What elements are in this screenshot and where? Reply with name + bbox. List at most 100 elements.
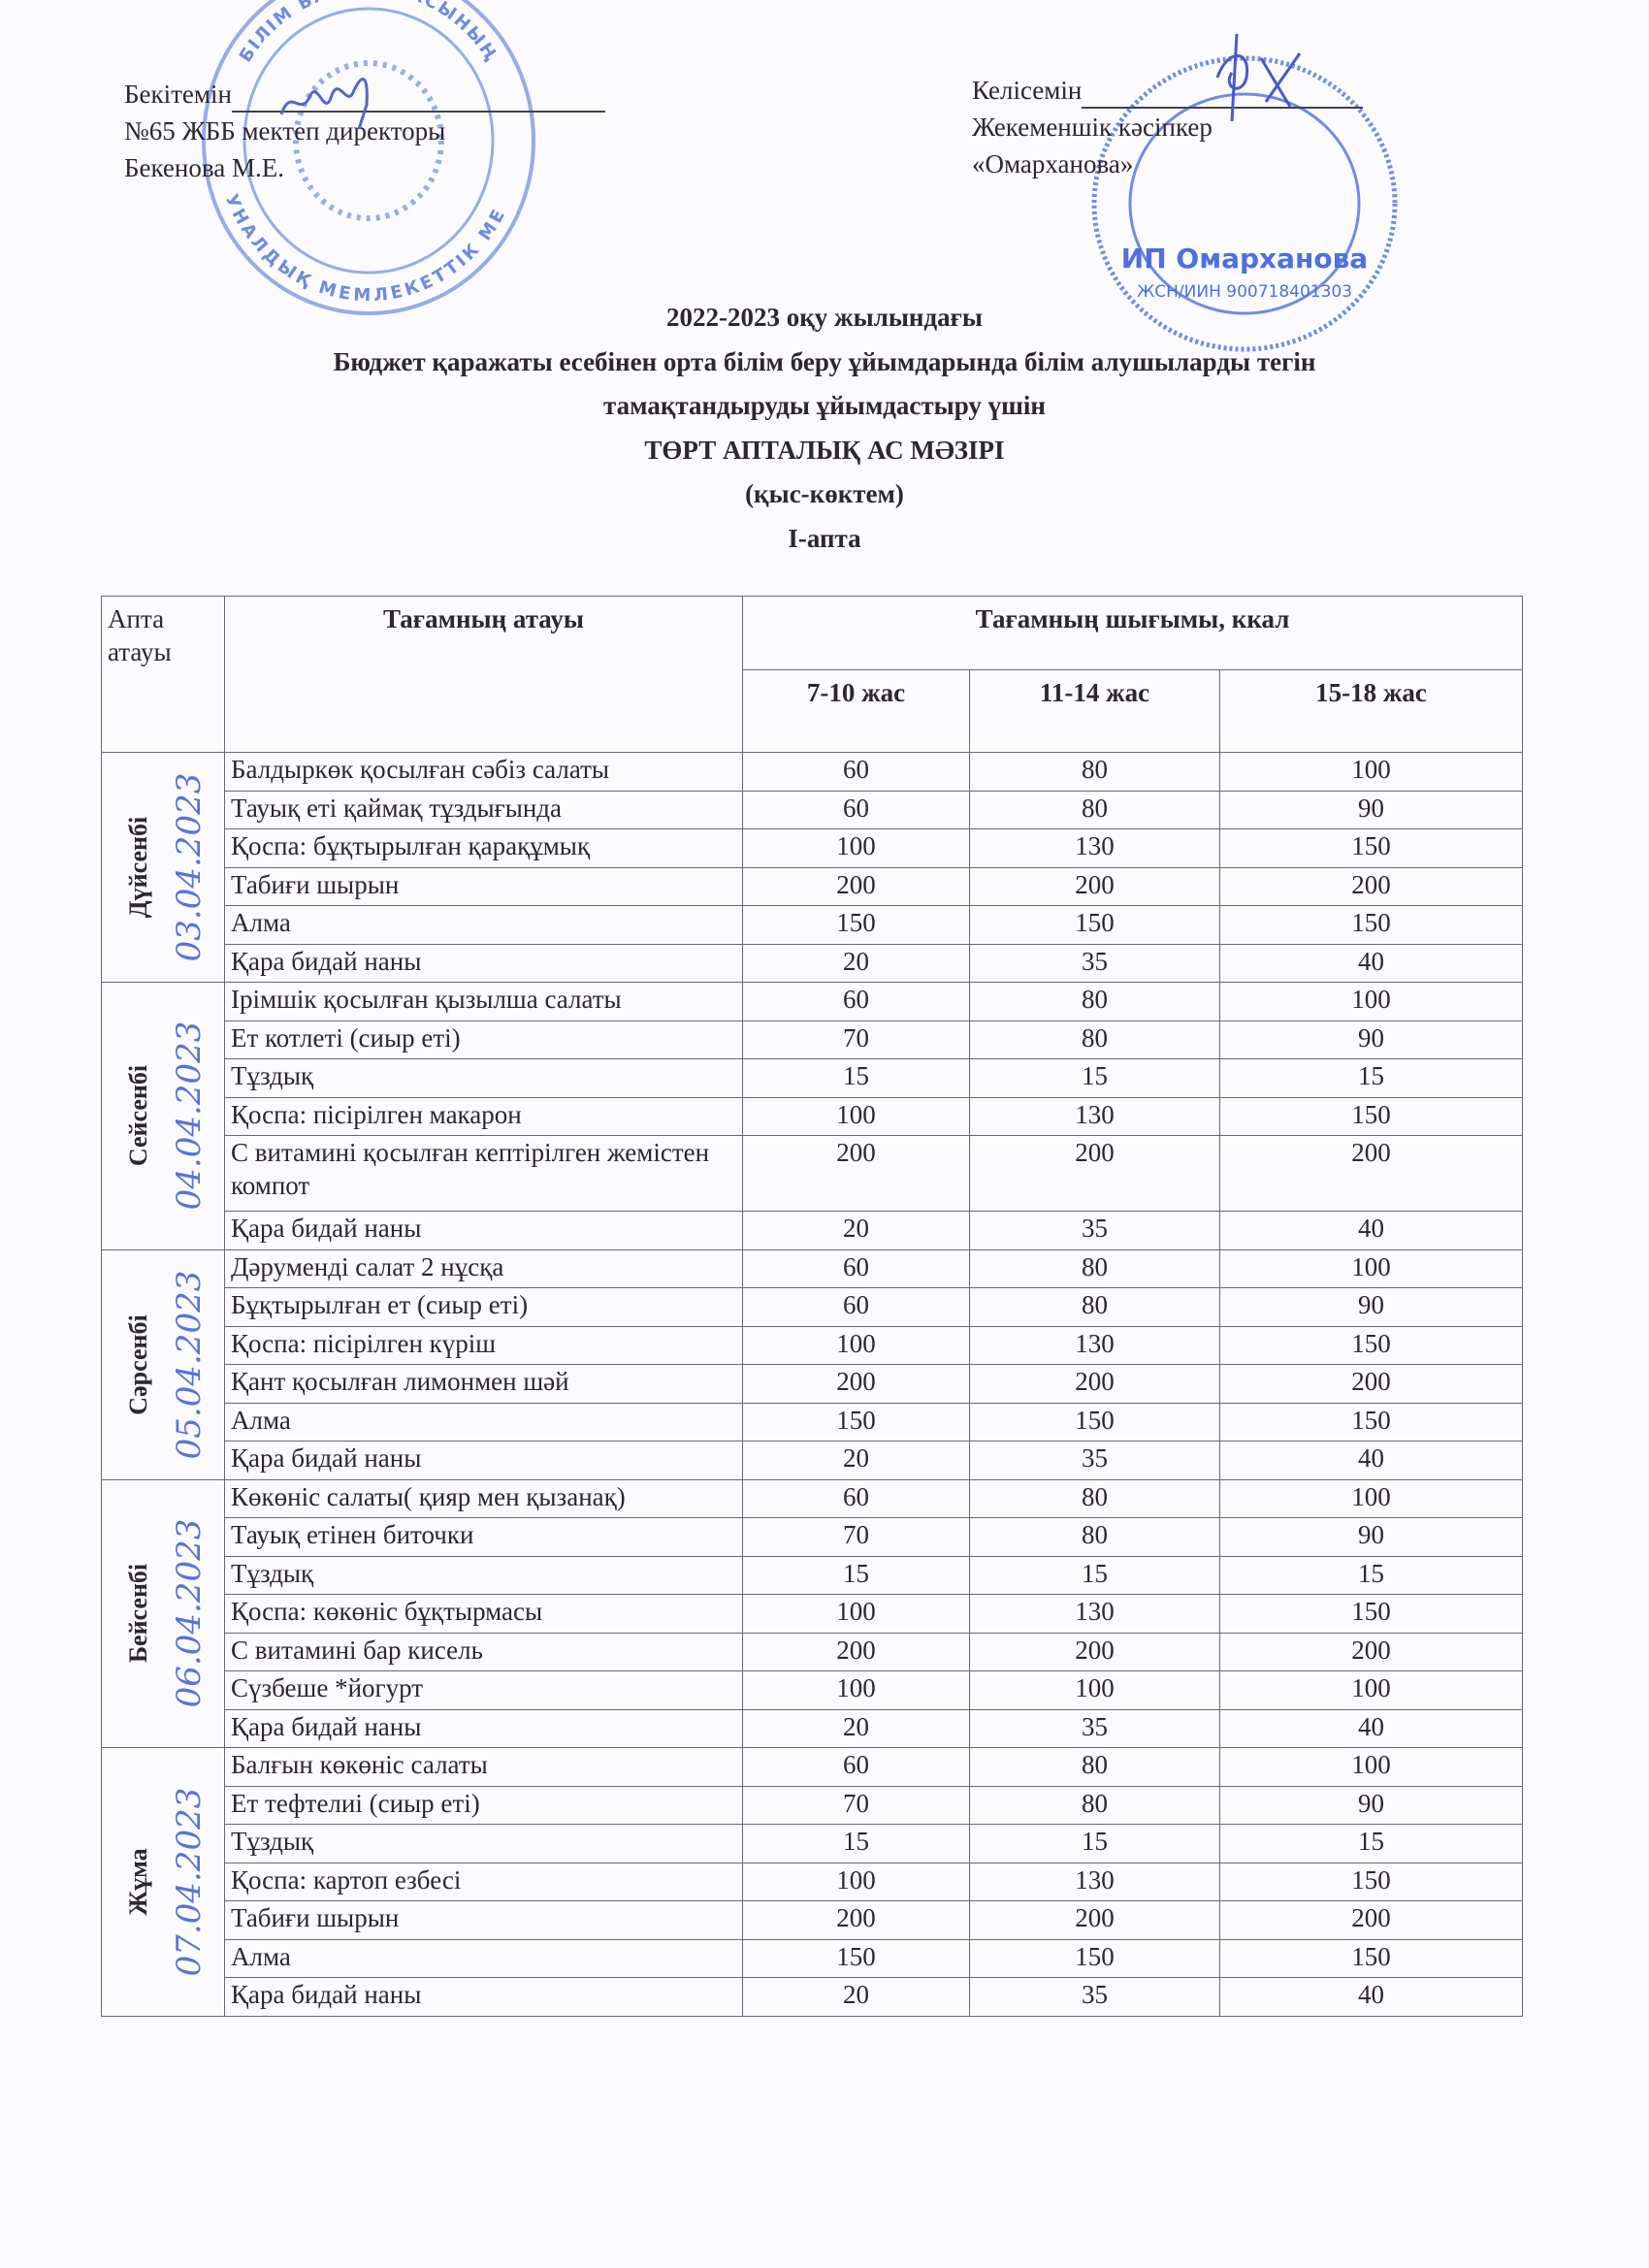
kcal-11-14: 200 <box>969 1135 1220 1212</box>
dish-name: Қара бидай наны <box>224 1211 743 1250</box>
table-row: Тұздық 15 15 15 <box>102 1555 1523 1595</box>
dish-name: Ет котлеті (сиыр еті) <box>224 1020 743 1059</box>
kcal-11-14: 130 <box>969 1594 1220 1634</box>
dish-name: Сүзбеше *йогурт <box>224 1670 743 1710</box>
kcal-7-10: 200 <box>742 866 970 906</box>
kcal-11-14: 80 <box>969 982 1220 1021</box>
day-name: Сейсенбі <box>124 1065 152 1167</box>
table-row: Алма 150 150 150 <box>102 1402 1523 1442</box>
table-row: Қант қосылған лимонмен шәй 200 200 200 <box>102 1364 1523 1404</box>
kcal-11-14: 35 <box>969 1211 1220 1250</box>
kcal-7-10: 100 <box>742 1594 970 1634</box>
dish-name: Табиғи шырын <box>224 866 743 906</box>
kcal-7-10: 200 <box>742 1364 970 1404</box>
kcal-15-18: 90 <box>1219 1287 1523 1327</box>
signature-line <box>1082 81 1364 109</box>
table-row: Қара бидай наны 20 35 40 <box>102 1977 1523 2017</box>
kcal-11-14: 200 <box>969 1632 1220 1671</box>
menu-table: Апта атауы Тағамның атауы Тағамның шығым… <box>101 596 1523 2017</box>
kcal-15-18: 15 <box>1219 1058 1523 1098</box>
dish-name: Қара бидай наны <box>224 1441 743 1480</box>
table-row: Ет котлеті (сиыр еті) 70 80 90 <box>102 1020 1523 1059</box>
handwritten-date: 04.04.2023 <box>170 1021 209 1211</box>
handwritten-date: 03.04.2023 <box>170 772 209 962</box>
kcal-11-14: 200 <box>969 866 1220 906</box>
dish-name: Қоспа: көкөніс бұқтырмасы <box>224 1594 743 1634</box>
kcal-15-18: 15 <box>1219 1555 1523 1595</box>
dish-name: Қант қосылған лимонмен шәй <box>224 1364 743 1404</box>
kcal-7-10: 100 <box>742 1670 970 1710</box>
day-name: Жұма <box>124 1848 152 1916</box>
kcal-15-18: 90 <box>1219 1517 1523 1557</box>
kcal-11-14: 80 <box>969 1785 1220 1825</box>
table-row: Табиғи шырын 200 200 200 <box>102 1900 1523 1940</box>
kcal-15-18: 90 <box>1219 1020 1523 1059</box>
dish-name: Қоспа: бұқтырылған қарақұмық <box>224 828 743 868</box>
left-stamp-text: БІЛІМ БАСҚАРМАСЫНЫҢ <box>236 0 502 66</box>
table-row: Қоспа: бұқтырылған қарақұмық 100 130 150 <box>102 828 1523 868</box>
kcal-11-14: 80 <box>969 1478 1220 1518</box>
table-row: Тауық еті қаймақ тұздығында 60 80 90 <box>102 790 1523 829</box>
kcal-7-10: 15 <box>742 1824 970 1863</box>
dish-name: Алма <box>224 1402 743 1442</box>
table-row: Қоспа: көкөніс бұқтырмасы 100 130 150 <box>102 1594 1523 1634</box>
table-row: Сүзбеше *йогурт 100 100 100 <box>102 1670 1523 1710</box>
director-title: №65 ЖББ мектеп директоры <box>124 116 446 146</box>
right-signature <box>1215 33 1302 122</box>
kcal-7-10: 60 <box>742 1747 970 1787</box>
dish-name: Дәрумендi салат 2 нұсқа <box>224 1248 743 1288</box>
kcal-7-10: 200 <box>742 1900 970 1940</box>
kcal-7-10: 60 <box>742 1287 970 1327</box>
kcal-7-10: 20 <box>742 1441 970 1480</box>
dish-name: Балдыркөк қосылған сәбіз салаты <box>224 752 743 792</box>
kcal-15-18: 150 <box>1219 1096 1523 1136</box>
day-cell: Жұма 07.04.2023 <box>101 1747 225 2017</box>
left-stamp-text-top: БІЛІМ БАСҚАРМАСЫНЫҢ <box>236 0 501 66</box>
kcal-11-14: 80 <box>969 1287 1220 1327</box>
week-label: І-апта <box>788 523 861 553</box>
kcal-15-18: 100 <box>1219 1670 1523 1710</box>
kcal-15-18: 90 <box>1219 790 1523 829</box>
table-row: Қоспа: пісірілген макарон 100 130 150 <box>102 1096 1523 1136</box>
kcal-11-14: 100 <box>969 1670 1220 1710</box>
table-row: Қара бидай наны 20 35 40 <box>102 1708 1523 1748</box>
kcal-15-18: 200 <box>1219 1364 1523 1404</box>
kcal-15-18: 40 <box>1219 943 1523 983</box>
day-name: Сәрсенбі <box>124 1313 152 1415</box>
signature-line <box>231 85 605 113</box>
kcal-7-10: 150 <box>742 905 970 945</box>
kcal-11-14: 35 <box>969 1441 1220 1480</box>
dish-name: Алма <box>224 1938 743 1978</box>
kcal-7-10: 60 <box>742 1248 970 1288</box>
dish-name: Балғын көкөніс салаты <box>224 1747 743 1787</box>
table-row: Қара бидай наны 20 35 40 <box>102 1211 1523 1250</box>
day-cell: Дүйсенбі 03.04.2023 <box>101 752 225 983</box>
kcal-15-18: 150 <box>1219 1862 1523 1901</box>
table-row: Қара бидай наны 20 35 40 <box>102 943 1523 983</box>
kcal-11-14: 35 <box>969 1977 1220 2017</box>
kcal-15-18: 200 <box>1219 866 1523 906</box>
kcal-15-18: 40 <box>1219 1211 1523 1250</box>
header-age-7-10: 7-10 жас <box>742 669 970 753</box>
kcal-15-18: 150 <box>1219 1594 1523 1634</box>
dish-name: Алма <box>224 905 743 945</box>
table-row: Сейсенбі 04.04.2023 Ірімшік қосылған қызыл… <box>101 982 1523 1250</box>
kcal-11-14: 130 <box>969 828 1220 868</box>
kcal-11-14: 150 <box>969 1402 1220 1442</box>
kcal-15-18: 100 <box>1219 982 1523 1021</box>
kcal-15-18: 150 <box>1219 1938 1523 1978</box>
kcal-7-10: 20 <box>742 943 970 983</box>
kcal-15-18: 40 <box>1219 1977 1523 2017</box>
kcal-15-18: 150 <box>1219 1325 1523 1365</box>
kcal-7-10: 70 <box>742 1517 970 1557</box>
menu-title: ТӨРТ АПТАЛЫҚ АС МӘЗІРІ <box>644 435 1005 465</box>
kcal-7-10: 15 <box>742 1555 970 1595</box>
table-row: Дүйсенбі 03.04.2023 Балдыркөк қосылған сәб… <box>101 752 1523 983</box>
kcal-11-14: 130 <box>969 1325 1220 1365</box>
kcal-15-18: 150 <box>1219 828 1523 868</box>
dish-name: Тұздық <box>224 1824 743 1863</box>
table-row: Сәрсенбі 05.04.2023 Дәрумендi салат 2 нұсқ… <box>101 1248 1523 1480</box>
kcal-11-14: 130 <box>969 1862 1220 1901</box>
kcal-15-18: 150 <box>1219 905 1523 945</box>
kcal-7-10: 60 <box>742 1478 970 1518</box>
